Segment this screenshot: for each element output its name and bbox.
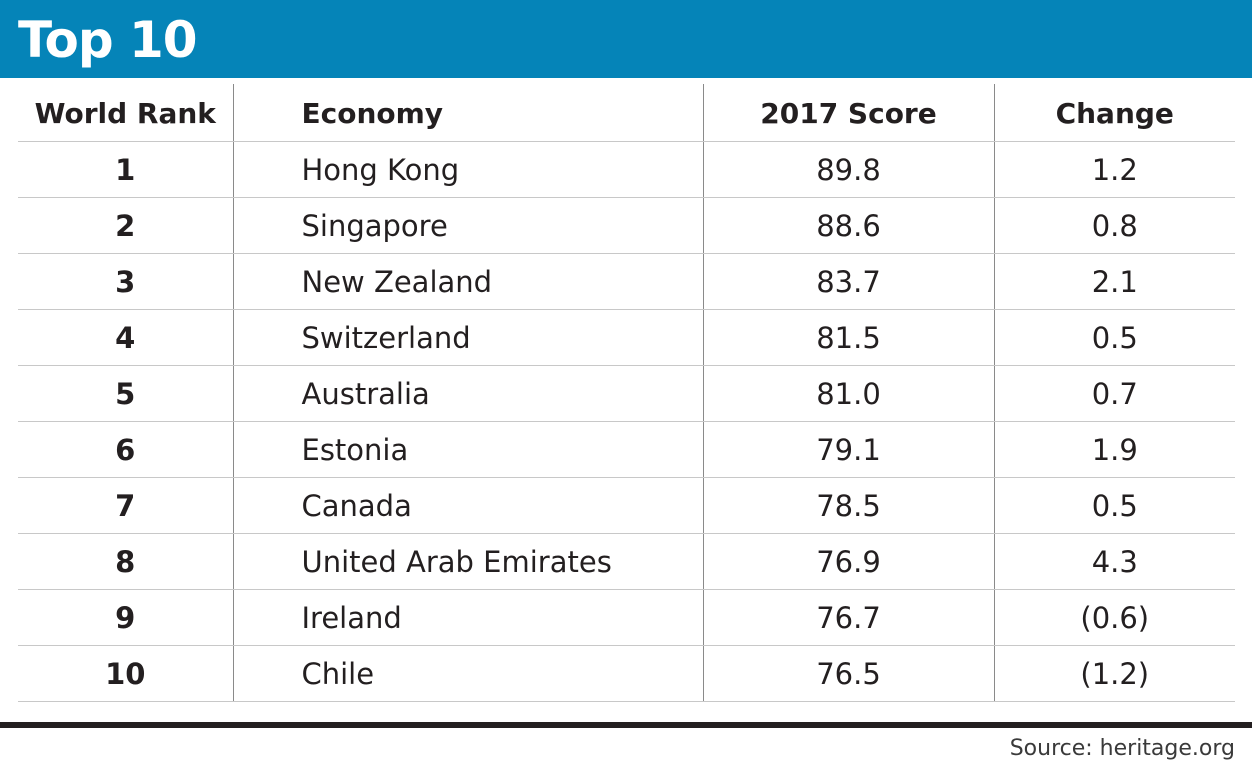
- column-header-change: Change: [994, 84, 1235, 142]
- change-cell: 1.9: [994, 421, 1235, 478]
- table-row: 2 Singapore 88.6 0.8: [18, 197, 1235, 254]
- change-cell: 0.7: [994, 365, 1235, 422]
- economy-cell: Australia: [233, 365, 704, 422]
- table-header: World Rank Economy 2017 Score Change: [18, 84, 1235, 142]
- score-cell: 81.0: [703, 365, 995, 422]
- rank-cell: 2: [18, 197, 234, 254]
- chart-title: Top 10: [18, 11, 198, 69]
- economy-cell: Switzerland: [233, 309, 704, 366]
- score-cell: 76.5: [703, 645, 995, 702]
- rank-cell: 9: [18, 589, 234, 646]
- score-cell: 79.1: [703, 421, 995, 478]
- change-cell: (0.6): [994, 589, 1235, 646]
- economy-cell: Estonia: [233, 421, 704, 478]
- source-note: Source: heritage.org: [1009, 736, 1235, 761]
- economy-cell: Chile: [233, 645, 704, 702]
- economy-cell: Canada: [233, 477, 704, 534]
- score-cell: 81.5: [703, 309, 995, 366]
- footer-rule: [0, 722, 1252, 728]
- table-row: 7 Canada 78.5 0.5: [18, 477, 1235, 534]
- table-row: 9 Ireland 76.7 (0.6): [18, 589, 1235, 646]
- change-cell: (1.2): [994, 645, 1235, 702]
- economy-cell: Hong Kong: [233, 141, 704, 198]
- change-cell: 1.2: [994, 141, 1235, 198]
- rank-cell: 7: [18, 477, 234, 534]
- table-row: 10 Chile 76.5 (1.2): [18, 645, 1235, 702]
- economy-cell: New Zealand: [233, 253, 704, 310]
- score-cell: 78.5: [703, 477, 995, 534]
- title-banner: Top 10: [0, 0, 1252, 78]
- economy-cell: Singapore: [233, 197, 704, 254]
- score-cell: 76.9: [703, 533, 995, 590]
- rank-cell: 5: [18, 365, 234, 422]
- table-row: 8 United Arab Emirates 76.9 4.3: [18, 533, 1235, 590]
- column-header-world-rank: World Rank: [18, 84, 234, 142]
- score-cell: 76.7: [703, 589, 995, 646]
- ranking-table-container: World Rank Economy 2017 Score Change 1 Ho…: [18, 84, 1235, 702]
- table-row: 4 Switzerland 81.5 0.5: [18, 309, 1235, 366]
- change-cell: 4.3: [994, 533, 1235, 590]
- rank-cell: 3: [18, 253, 234, 310]
- header-row: World Rank Economy 2017 Score Change: [18, 84, 1235, 142]
- rank-cell: 6: [18, 421, 234, 478]
- rank-cell: 10: [18, 645, 234, 702]
- rank-cell: 4: [18, 309, 234, 366]
- table-body: 1 Hong Kong 89.8 1.2 2 Singapore 88.6 0.8 3 New Z…: [18, 141, 1235, 702]
- economy-cell: Ireland: [233, 589, 704, 646]
- rank-cell: 8: [18, 533, 234, 590]
- score-cell: 88.6: [703, 197, 995, 254]
- table-row: 3 New Zealand 83.7 2.1: [18, 253, 1235, 310]
- column-header-economy: Economy: [233, 84, 704, 142]
- table-row: 1 Hong Kong 89.8 1.2: [18, 141, 1235, 198]
- economy-cell: United Arab Emirates: [233, 533, 704, 590]
- rank-cell: 1: [18, 141, 234, 198]
- change-cell: 0.8: [994, 197, 1235, 254]
- score-cell: 89.8: [703, 141, 995, 198]
- table-row: 5 Australia 81.0 0.7: [18, 365, 1235, 422]
- change-cell: 2.1: [994, 253, 1235, 310]
- ranking-table: World Rank Economy 2017 Score Change 1 Ho…: [18, 84, 1235, 702]
- change-cell: 0.5: [994, 309, 1235, 366]
- table-row: 6 Estonia 79.1 1.9: [18, 421, 1235, 478]
- score-cell: 83.7: [703, 253, 995, 310]
- change-cell: 0.5: [994, 477, 1235, 534]
- column-header-2017-score: 2017 Score: [703, 84, 995, 142]
